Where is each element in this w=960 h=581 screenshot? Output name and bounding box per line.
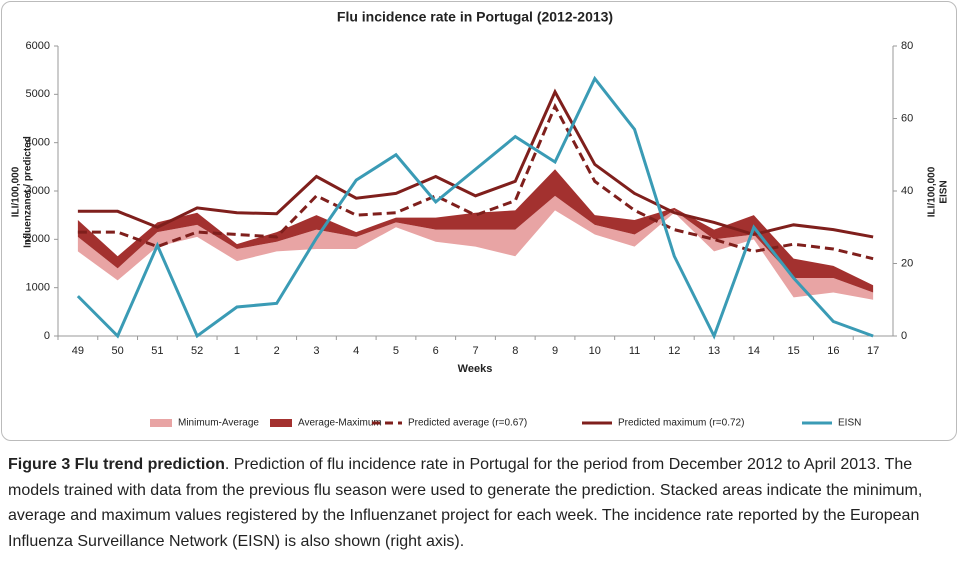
x-tick-label: 12 bbox=[668, 345, 680, 357]
y-tick-label: 4000 bbox=[26, 137, 50, 149]
x-tick-label: 4 bbox=[353, 345, 359, 357]
legend-label: Average-Maximum bbox=[298, 418, 382, 429]
x-tick-label: 15 bbox=[787, 345, 799, 357]
x-tick-label: 52 bbox=[191, 345, 203, 357]
y2-axis-label: EISN bbox=[939, 180, 950, 203]
caption: Figure 3 Flu trend prediction. Predictio… bbox=[8, 452, 952, 554]
x-tick-label: 2 bbox=[274, 345, 280, 357]
y2-tick-label: 20 bbox=[901, 257, 913, 269]
x-tick-label: 8 bbox=[512, 345, 518, 357]
y-tick-label: 2000 bbox=[26, 233, 50, 245]
line-series bbox=[77, 88, 874, 239]
y-tick-label: 0 bbox=[44, 330, 50, 342]
line-series bbox=[76, 75, 874, 340]
legend-label: EISN bbox=[838, 418, 861, 429]
legend-swatch bbox=[150, 419, 172, 427]
x-axis-label: Weeks bbox=[458, 363, 493, 375]
x-tick-label: 10 bbox=[589, 345, 601, 357]
x-tick-label: 6 bbox=[433, 345, 439, 357]
x-tick-label: 49 bbox=[72, 345, 84, 357]
y-axis-label: Influenzanet / predicted bbox=[23, 136, 34, 248]
x-tick-label: 3 bbox=[313, 345, 319, 357]
x-tick-label: 50 bbox=[112, 345, 124, 357]
y2-tick-label: 40 bbox=[901, 185, 913, 197]
legend-label: Minimum-Average bbox=[178, 418, 259, 429]
y-tick-label: 3000 bbox=[26, 185, 50, 197]
x-tick-label: 11 bbox=[629, 345, 640, 357]
y-tick-label: 5000 bbox=[26, 88, 50, 100]
y-tick-label: 1000 bbox=[26, 282, 50, 294]
x-tick-label: 7 bbox=[472, 345, 478, 357]
x-tick-label: 13 bbox=[708, 345, 720, 357]
y-axis-label: ILI/100,000 bbox=[11, 166, 22, 217]
x-tick-label: 5 bbox=[393, 345, 399, 357]
stacked-area bbox=[77, 195, 874, 300]
x-tick-label: 9 bbox=[552, 345, 558, 357]
legend-swatch bbox=[270, 419, 292, 427]
legend-label: Predicted average (r=0.67) bbox=[408, 418, 527, 429]
caption-text: . Prediction of flu incidence rate in Po… bbox=[8, 456, 923, 550]
x-tick-label: 51 bbox=[151, 345, 163, 357]
legend-label: Predicted maximum (r=0.72) bbox=[618, 418, 744, 429]
figure-frame bbox=[1, 1, 957, 441]
chart: Flu incidence rate in Portugal (2012-201… bbox=[11, 9, 950, 429]
stacked-area bbox=[77, 169, 874, 293]
caption-label: Figure 3 Flu trend prediction bbox=[8, 456, 225, 473]
x-tick-label: 16 bbox=[827, 345, 839, 357]
y2-tick-label: 60 bbox=[901, 112, 913, 124]
y2-tick-label: 80 bbox=[901, 40, 913, 52]
chart-title: Flu incidence rate in Portugal (2012-201… bbox=[337, 9, 613, 25]
y2-axis-label: ILI/100,000 bbox=[927, 166, 938, 217]
x-tick-label: 17 bbox=[867, 345, 879, 357]
x-tick-label: 14 bbox=[748, 345, 760, 357]
y-tick-label: 6000 bbox=[26, 40, 50, 52]
x-tick-label: 1 bbox=[234, 345, 240, 357]
y2-tick-label: 0 bbox=[901, 330, 907, 342]
